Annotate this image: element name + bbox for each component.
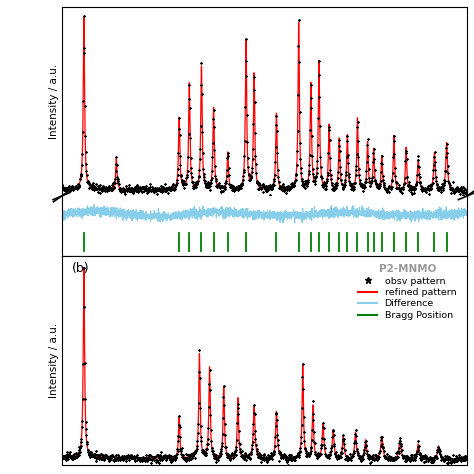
Text: (b): (b) xyxy=(72,262,90,275)
Y-axis label: Intensity / a.u.: Intensity / a.u. xyxy=(49,64,59,139)
Legend: obsv pattern, refined pattern, Difference, Bragg Position: obsv pattern, refined pattern, Differenc… xyxy=(356,263,458,322)
Y-axis label: Intensity / a.u.: Intensity / a.u. xyxy=(49,322,59,398)
